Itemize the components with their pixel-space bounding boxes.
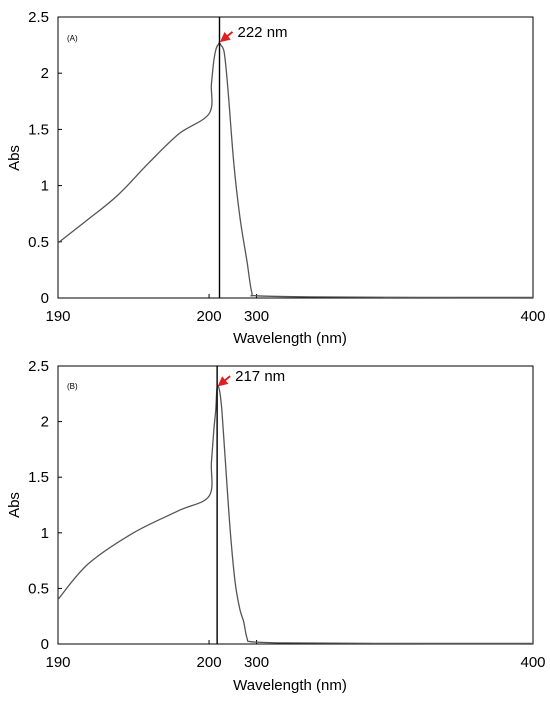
y-axis-title: Abs [6, 145, 23, 171]
plot-frame [57, 16, 534, 299]
y-tick-label: 1.5 [28, 121, 49, 138]
x-tick-label: 300 [244, 308, 269, 325]
x-tick-label: 190 [45, 308, 70, 325]
y-tick-label: 0 [41, 636, 49, 653]
peak-annotation: 217 nm [235, 368, 285, 385]
y-tick-label: 0.5 [28, 580, 49, 597]
chart-panel-b: 0 0.5 1 1.5 2 2.5 190 200 300 400 Abs Wavelength… [6, 358, 546, 694]
absorbance-curve [57, 385, 534, 645]
x-axis-title: Wavelength (nm) [233, 677, 347, 694]
x-tick-label: 400 [520, 308, 545, 325]
peak-annotation: 222 nm [238, 24, 288, 41]
plot-frame [57, 365, 534, 645]
x-tick-label: 190 [45, 654, 70, 671]
peak-arrow [219, 31, 234, 43]
y-tick-label: 2 [41, 65, 49, 82]
panel-label: (B) [67, 382, 78, 391]
x-tick-label: 300 [244, 654, 269, 671]
y-axis-title: Abs [6, 492, 23, 518]
y-tick-label: 2.5 [28, 358, 49, 375]
panel-label: (A) [67, 34, 78, 43]
y-tick-label: 2 [41, 414, 49, 431]
y-tick-label: 0.5 [28, 234, 49, 251]
x-axis-title: Wavelength (nm) [233, 330, 347, 347]
y-tick-label: 0 [41, 290, 49, 307]
absorbance-curve [57, 42, 534, 299]
y-tick-label: 1.5 [28, 469, 49, 486]
x-tick-label: 200 [197, 308, 222, 325]
y-tick-label: 1 [41, 178, 49, 195]
x-tick-label: 400 [520, 654, 545, 671]
chart-panel-a: 0 0.5 1 1.5 2 2.5 190 200 300 400 Abs Wavelength… [6, 9, 546, 347]
peak-arrow [217, 375, 231, 387]
x-tick-label: 200 [197, 654, 222, 671]
y-tick-label: 2.5 [28, 9, 49, 26]
y-tick-label: 1 [41, 525, 49, 542]
